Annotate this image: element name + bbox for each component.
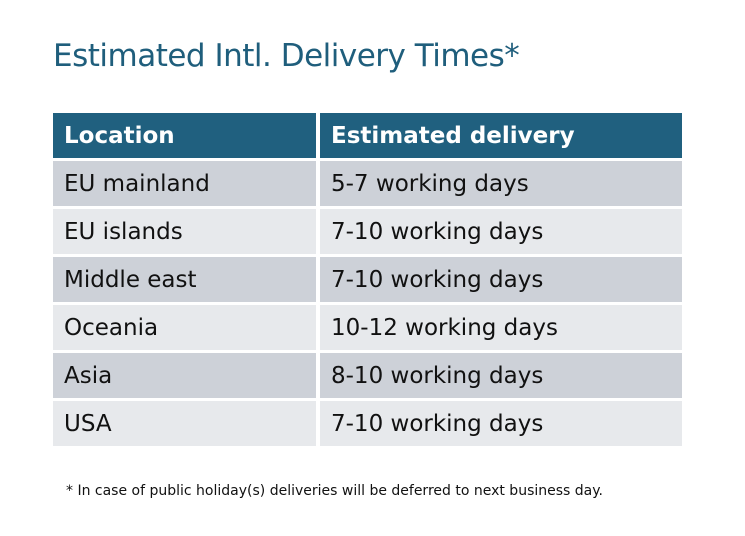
delivery-cell: 5-7 working days xyxy=(320,161,682,206)
location-cell: Middle east xyxy=(53,257,316,302)
delivery-table: Location Estimated delivery EU mainland 5… xyxy=(49,110,686,449)
header-estimated-delivery: Estimated delivery xyxy=(320,113,682,158)
location-cell: EU islands xyxy=(53,209,316,254)
table-row: EU mainland 5-7 working days xyxy=(53,161,682,206)
location-cell: EU mainland xyxy=(53,161,316,206)
delivery-cell: 7-10 working days xyxy=(320,401,682,446)
table-row: EU islands 7-10 working days xyxy=(53,209,682,254)
header-location: Location xyxy=(53,113,316,158)
delivery-cell: 7-10 working days xyxy=(320,257,682,302)
table-row: Oceania 10-12 working days xyxy=(53,305,682,350)
delivery-cell: 7-10 working days xyxy=(320,209,682,254)
location-cell: USA xyxy=(53,401,316,446)
table-row: Middle east 7-10 working days xyxy=(53,257,682,302)
delivery-cell: 8-10 working days xyxy=(320,353,682,398)
location-cell: Oceania xyxy=(53,305,316,350)
delivery-cell: 10-12 working days xyxy=(320,305,682,350)
footnote: * In case of public holiday(s) deliverie… xyxy=(66,483,603,499)
table-row: Asia 8-10 working days xyxy=(53,353,682,398)
table-header-row: Location Estimated delivery xyxy=(53,113,682,158)
table-row: USA 7-10 working days xyxy=(53,401,682,446)
page-title: Estimated Intl. Delivery Times* xyxy=(53,38,520,74)
location-cell: Asia xyxy=(53,353,316,398)
